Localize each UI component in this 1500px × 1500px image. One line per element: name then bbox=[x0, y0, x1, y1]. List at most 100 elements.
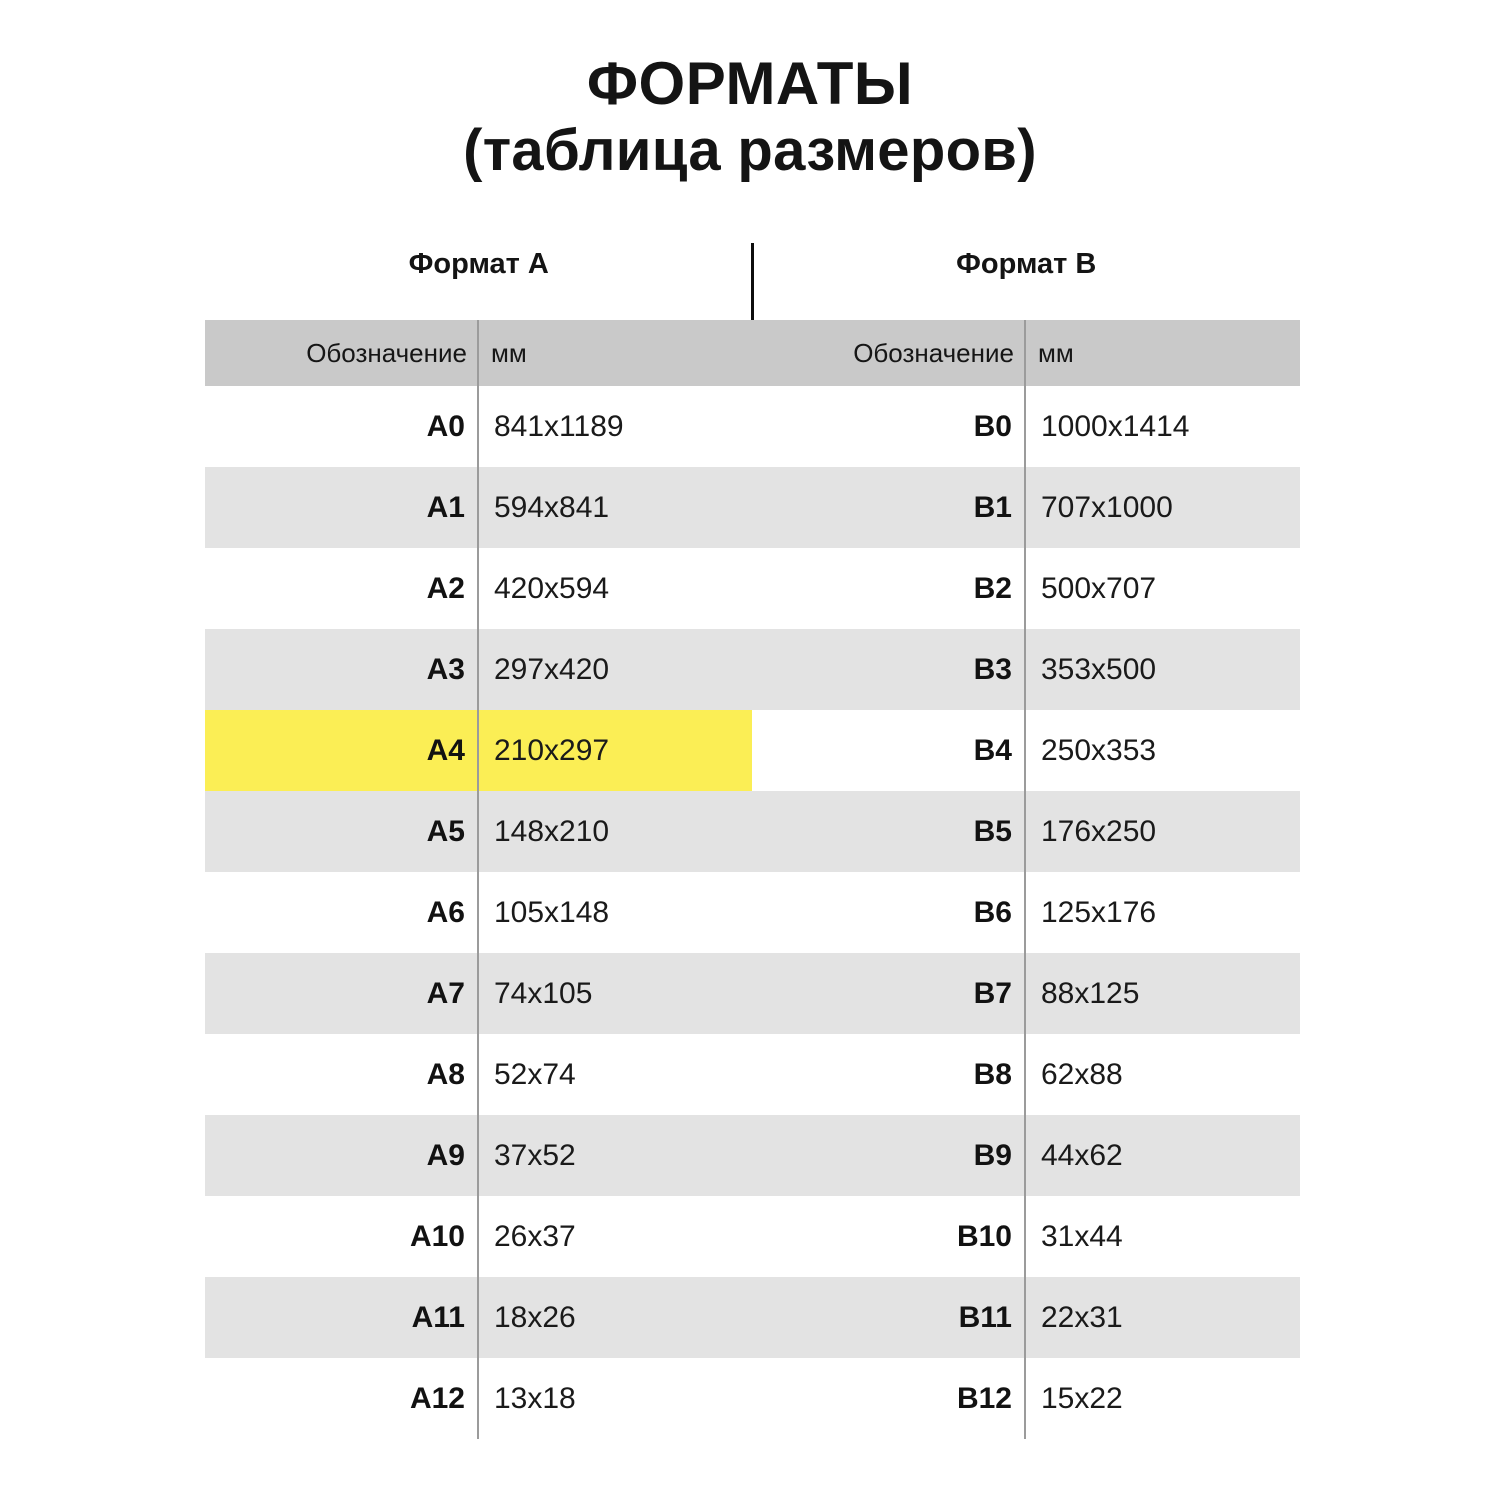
cell-designation-b: B0 bbox=[973, 409, 1012, 443]
cell-designation-b: B9 bbox=[973, 1138, 1012, 1172]
table-cell-group-a: A9 37x52 bbox=[205, 1115, 752, 1196]
cell-mm-a: 210x297 bbox=[494, 733, 610, 767]
table-body: A0 841x1189 B0 1000x1414 A1 594x841 B1 707x1000… bbox=[205, 386, 1300, 1439]
section-caption-format-b: Формат B bbox=[956, 248, 1097, 280]
cell-designation-b: B4 bbox=[973, 733, 1012, 767]
section-caption-format-a: Формат A bbox=[408, 248, 549, 280]
table-row: A11 18x26 B11 22x31 bbox=[205, 1277, 1300, 1358]
cell-designation-b: B7 bbox=[973, 976, 1012, 1010]
cell-mm-b: 707x1000 bbox=[1041, 490, 1173, 524]
table-cell-group-a: A4 210x297 bbox=[205, 710, 752, 791]
table-row: A1 594x841 B1 707x1000 bbox=[205, 467, 1300, 548]
table-cell-group-a: A0 841x1189 bbox=[205, 386, 752, 467]
table-row: A5 148x210 B5 176x250 bbox=[205, 791, 1300, 872]
header-mm-b: мм bbox=[1038, 337, 1074, 368]
cell-mm-b: 15x22 bbox=[1041, 1381, 1123, 1415]
cell-mm-b: 176x250 bbox=[1041, 814, 1157, 848]
cell-designation-a: A6 bbox=[426, 895, 465, 929]
column-separator-icon bbox=[477, 1196, 479, 1277]
cell-designation-b: B11 bbox=[958, 1300, 1012, 1334]
table-cell-group-b: B6 125x176 bbox=[752, 872, 1300, 953]
cell-designation-a: A1 bbox=[426, 490, 465, 524]
column-separator-icon bbox=[1024, 710, 1026, 791]
header-designation-a: Обозначение bbox=[306, 337, 467, 368]
cell-mm-b: 22x31 bbox=[1041, 1300, 1123, 1334]
cell-mm-b: 1000x1414 bbox=[1041, 409, 1190, 443]
table-cell-group-b: B2 500x707 bbox=[752, 548, 1300, 629]
column-separator-icon bbox=[477, 872, 479, 953]
table-row: A4 210x297 B4 250x353 bbox=[205, 710, 1300, 791]
column-separator-icon bbox=[477, 548, 479, 629]
table-row: A12 13x18 B12 15x22 bbox=[205, 1358, 1300, 1439]
table-cell-group-a: A7 74x105 bbox=[205, 953, 752, 1034]
table-row: A7 74x105 B7 88x125 bbox=[205, 953, 1300, 1034]
cell-mm-a: 148x210 bbox=[494, 814, 610, 848]
table-cell-group-a: A12 13x18 bbox=[205, 1358, 752, 1439]
cell-designation-a: A4 bbox=[426, 733, 465, 767]
header-mm-a: мм bbox=[491, 337, 527, 368]
table-cell-group-b: B5 176x250 bbox=[752, 791, 1300, 872]
cell-mm-b: 62x88 bbox=[1041, 1057, 1123, 1091]
column-separator-icon bbox=[477, 320, 479, 386]
table-cell-group-b: B1 707x1000 bbox=[752, 467, 1300, 548]
column-separator-icon bbox=[477, 1277, 479, 1358]
cell-mm-b: 125x176 bbox=[1041, 895, 1157, 929]
cell-designation-b: B2 bbox=[973, 571, 1012, 605]
table-cell-group-b: B11 22x31 bbox=[752, 1277, 1300, 1358]
cell-mm-b: 250x353 bbox=[1041, 733, 1157, 767]
cell-designation-b: B5 bbox=[973, 814, 1012, 848]
cell-mm-a: 37x52 bbox=[494, 1138, 576, 1172]
table-cell-group-b: B12 15x22 bbox=[752, 1358, 1300, 1439]
cell-designation-a: A2 bbox=[426, 571, 465, 605]
formats-table: Обозначение мм Обозначение мм A0 841x1189… bbox=[205, 320, 1300, 1439]
cell-mm-a: 841x1189 bbox=[494, 409, 624, 443]
cell-designation-a: A8 bbox=[426, 1057, 465, 1091]
cell-designation-b: B3 bbox=[973, 652, 1012, 686]
column-separator-icon bbox=[1024, 1034, 1026, 1115]
column-separator-icon bbox=[477, 1034, 479, 1115]
cell-mm-a: 297x420 bbox=[494, 652, 610, 686]
table-row: A0 841x1189 B0 1000x1414 bbox=[205, 386, 1300, 467]
table-cell-group-a: A6 105x148 bbox=[205, 872, 752, 953]
table-cell-group-b: B9 44x62 bbox=[752, 1115, 1300, 1196]
cell-designation-a: A11 bbox=[411, 1300, 465, 1334]
cell-mm-a: 74x105 bbox=[494, 976, 593, 1010]
column-separator-icon bbox=[1024, 1277, 1026, 1358]
table-cell-group-a: A1 594x841 bbox=[205, 467, 752, 548]
column-separator-icon bbox=[1024, 548, 1026, 629]
table-header-half-b: Обозначение мм bbox=[752, 320, 1300, 386]
cell-designation-b: B6 bbox=[973, 895, 1012, 929]
cell-designation-b: B8 bbox=[973, 1057, 1012, 1091]
column-separator-icon bbox=[477, 791, 479, 872]
column-separator-icon bbox=[1024, 1196, 1026, 1277]
table-cell-group-a: A5 148x210 bbox=[205, 791, 752, 872]
cell-mm-b: 353x500 bbox=[1041, 652, 1157, 686]
table-cell-group-b: B10 31x44 bbox=[752, 1196, 1300, 1277]
column-separator-icon bbox=[1024, 872, 1026, 953]
cell-designation-a: A7 bbox=[426, 976, 465, 1010]
page-title: ФОРМАТЫ (таблица размеров) bbox=[0, 50, 1500, 186]
column-separator-icon bbox=[1024, 791, 1026, 872]
cell-designation-b: B12 bbox=[956, 1381, 1012, 1415]
cell-mm-b: 31x44 bbox=[1041, 1219, 1123, 1253]
table-cell-group-a: A11 18x26 bbox=[205, 1277, 752, 1358]
table-cell-group-a: A3 297x420 bbox=[205, 629, 752, 710]
column-separator-icon bbox=[1024, 1358, 1026, 1439]
cell-designation-a: A0 bbox=[426, 409, 465, 443]
title-secondary: (таблица размеров) bbox=[463, 118, 1037, 184]
column-separator-icon bbox=[477, 1115, 479, 1196]
table-row: A8 52x74 B8 62x88 bbox=[205, 1034, 1300, 1115]
cell-mm-a: 13x18 bbox=[494, 1381, 576, 1415]
table-cell-group-b: B4 250x353 bbox=[752, 710, 1300, 791]
cell-mm-a: 18x26 bbox=[494, 1300, 576, 1334]
cell-designation-a: A3 bbox=[426, 652, 465, 686]
table-cell-group-b: B8 62x88 bbox=[752, 1034, 1300, 1115]
cell-mm-a: 52x74 bbox=[494, 1057, 576, 1091]
cell-designation-b: B10 bbox=[956, 1219, 1012, 1253]
table-header-half-a: Обозначение мм bbox=[205, 320, 752, 386]
table-row: A9 37x52 B9 44x62 bbox=[205, 1115, 1300, 1196]
title-primary: ФОРМАТЫ bbox=[586, 50, 914, 117]
table-cell-group-b: B3 353x500 bbox=[752, 629, 1300, 710]
table-cell-group-a: A10 26x37 bbox=[205, 1196, 752, 1277]
column-separator-icon bbox=[1024, 320, 1026, 386]
